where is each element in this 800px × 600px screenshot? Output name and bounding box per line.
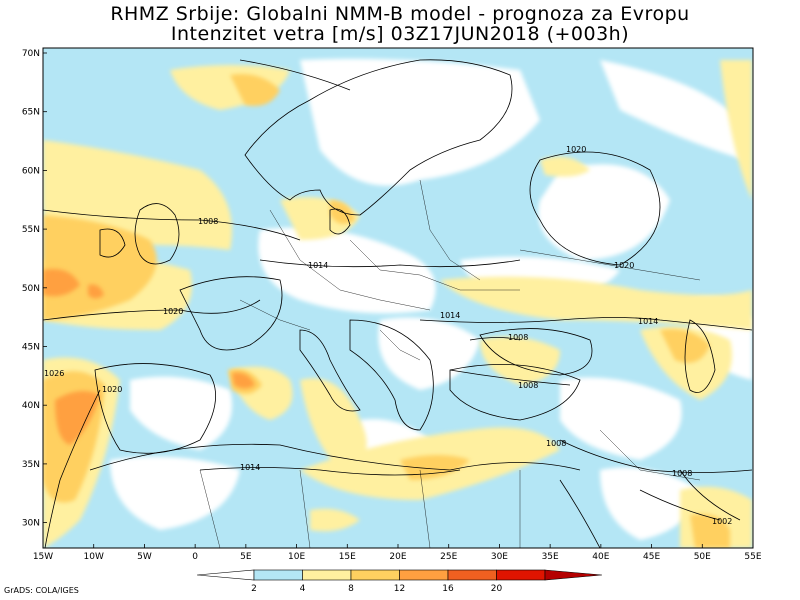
lat-tick-label: 30N xyxy=(22,519,40,529)
colorbar-tick-label: 16 xyxy=(442,584,454,594)
isobar-label: 1020 xyxy=(566,145,586,154)
map-subtitle: Intenzitet vetra [m/s] 03Z17JUN2018 (+00… xyxy=(170,23,630,45)
lon-tick-label: 50E xyxy=(694,552,711,562)
lon-tick-label: 5E xyxy=(240,552,252,562)
colorbar-low-arrow xyxy=(196,569,255,581)
isobar-label: 1020 xyxy=(163,307,183,316)
borders xyxy=(199,179,701,548)
map-field: 1008 1014 1020 1020 1020 1014 1014 1014 … xyxy=(43,48,753,548)
grads-credit: GrADS: COLA/IGES xyxy=(4,586,79,595)
colorbar-box xyxy=(447,569,497,581)
colorbar-box xyxy=(350,569,400,581)
colorbar-tick-label: 20 xyxy=(491,584,503,594)
lon-tick-label: 45E xyxy=(643,552,660,562)
isobar-label: 1020 xyxy=(614,261,634,270)
lon-tick-label: 35E xyxy=(542,552,559,562)
lat-tick-label: 60N xyxy=(22,166,40,176)
colorbar-tick-label: 4 xyxy=(300,584,306,594)
lat-tick-label: 55N xyxy=(22,225,40,235)
colorbar-tick-label: 12 xyxy=(394,584,405,594)
lon-tick-label: 55E xyxy=(744,552,761,562)
isobar-label: 1008 xyxy=(672,469,692,478)
lon-tick-label: 0 xyxy=(192,552,198,562)
isobar-label: 1008 xyxy=(518,381,538,390)
lon-tick-label: 25E xyxy=(440,552,457,562)
isobar-label: 1008 xyxy=(508,333,528,342)
isobar-label: 1020 xyxy=(102,385,122,394)
coastlines xyxy=(89,59,741,548)
lon-tick-label: 5W xyxy=(137,552,152,562)
colorbar-box xyxy=(253,569,303,581)
colorbar-box xyxy=(302,569,352,581)
wind-12-16-areas xyxy=(43,269,255,445)
isobar-label: 1002 xyxy=(712,517,732,526)
isobar-label: 1014 xyxy=(638,317,658,326)
lon-tick-label: 10W xyxy=(84,552,104,562)
lon-tick-label: 15W xyxy=(33,552,53,562)
colorbar: 2 4 8 12 16 20 xyxy=(196,569,603,594)
isobar-label: 1008 xyxy=(546,439,566,448)
lat-tick-label: 50N xyxy=(22,284,40,294)
isobar-label: 1008 xyxy=(198,217,218,226)
colorbar-box xyxy=(399,569,449,581)
isobar-label: 1014 xyxy=(440,311,460,320)
lat-tick-label: 40N xyxy=(22,401,40,411)
lat-tick-label: 35N xyxy=(22,460,40,470)
isobars xyxy=(43,59,753,548)
lon-tick-label: 20E xyxy=(389,552,406,562)
lon-tick-label: 30E xyxy=(491,552,508,562)
isobar-label: 1026 xyxy=(44,369,64,378)
lat-tick-label: 70N xyxy=(22,49,40,59)
colorbar-high-arrow xyxy=(544,569,603,581)
isobar-label: 1014 xyxy=(308,261,328,270)
lon-tick-label: 40E xyxy=(592,552,609,562)
lon-tick-label: 15E xyxy=(339,552,356,562)
map-title: RHMZ Srbije: Globalni NMM-B model - prog… xyxy=(110,3,690,25)
colorbar-tick-label: 8 xyxy=(348,584,354,594)
latitude-axis: 70N 65N 60N 55N 50N 45N 40N 35N 30N xyxy=(22,49,47,529)
isobar-labels: 1008 1014 1020 1020 1020 1014 1014 1014 … xyxy=(44,145,732,526)
lat-tick-label: 65N xyxy=(22,108,40,118)
longitude-axis: 15W 10W 5W 0 5E 10E 15E 20E 25E 30E 35E 40E 45E 50E 55… xyxy=(33,544,762,562)
isobar-label: 1014 xyxy=(240,463,260,472)
lat-tick-label: 45N xyxy=(22,343,40,353)
colorbar-box xyxy=(496,569,546,581)
colorbar-tick-label: 2 xyxy=(251,584,257,594)
lon-tick-label: 10E xyxy=(288,552,305,562)
